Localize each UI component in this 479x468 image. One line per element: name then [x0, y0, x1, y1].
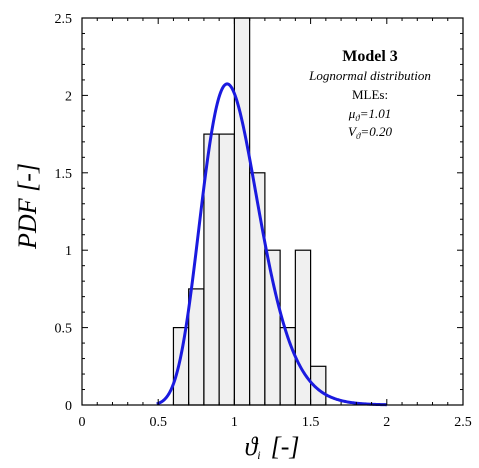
- v-value: =0.20: [360, 124, 392, 139]
- histogram-bar-1: [172, 327, 190, 406]
- y-tick-label: 1.5: [55, 167, 73, 182]
- lognormal-density-curve: [156, 82, 387, 407]
- v-symbol: V: [348, 124, 358, 139]
- mu-value: =1.01: [360, 106, 392, 121]
- y-axis-title: PDF [-]: [13, 163, 42, 250]
- mu-symbol: μ: [348, 106, 356, 121]
- x-tick-label: 1.5: [302, 415, 320, 430]
- x-tick-label: 1: [231, 415, 238, 430]
- x-tick-label: 2: [383, 415, 390, 430]
- histogram-bar-9: [294, 249, 312, 406]
- y-tick-label: 2: [65, 89, 72, 104]
- x-axis-unit: [-]: [271, 432, 300, 461]
- x-tick-label: 0.5: [149, 415, 167, 430]
- v-subscript: ϑ: [356, 131, 361, 141]
- annotation-mle-label: MLEs:: [352, 87, 388, 102]
- annotation-title: Model 3: [342, 48, 398, 65]
- mu-subscript: ϑ: [355, 113, 360, 123]
- annotation-cov: Vϑ=0.20: [348, 124, 392, 141]
- x-axis-subscript: i: [257, 448, 260, 462]
- y-tick-label: 1: [65, 244, 72, 259]
- x-axis-symbol: ϑ: [244, 432, 258, 461]
- annotation-mu: μϑ=1.01: [348, 106, 391, 123]
- annotation-subtitle: Lognormal distribution: [308, 68, 431, 83]
- histogram-bar-4: [218, 133, 236, 406]
- x-tick-label: 2.5: [454, 415, 472, 430]
- y-tick-label: 2.5: [55, 12, 73, 27]
- y-tick-label: 0.5: [55, 322, 73, 337]
- histogram-bar-5: [233, 17, 251, 406]
- y-tick-label: 0: [65, 399, 72, 414]
- mle-annotation: Model 3 Lognormal distribution MLEs: μϑ=…: [308, 48, 431, 141]
- plot-area: 0 0.5 1 1.5 2 2.5 0 0.5 1 1.5 2 2.5: [55, 12, 472, 430]
- histogram-bar-2: [188, 288, 205, 406]
- plot-frame: [81, 17, 464, 406]
- x-tick-label: 0: [79, 415, 86, 430]
- x-axis-title: ϑi [-]: [244, 432, 299, 462]
